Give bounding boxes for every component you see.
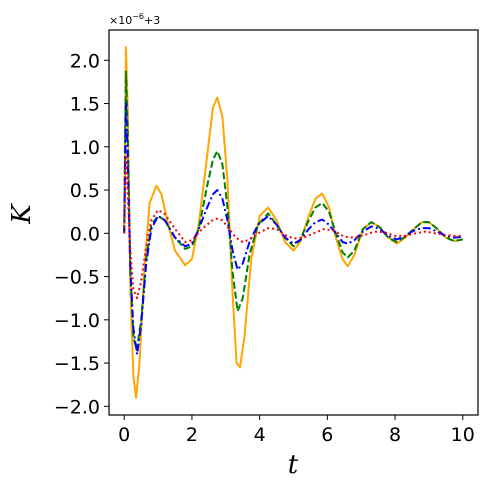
series-line-4: [123, 154, 463, 300]
y-tick-label: −2.0: [54, 396, 100, 418]
x-tick-label: 10: [451, 424, 475, 446]
offset-add: +3: [144, 14, 160, 27]
y-tick-label: 1.0: [70, 137, 100, 159]
x-tick-label: 2: [186, 424, 198, 446]
offset-exponent: −6: [132, 12, 144, 21]
x-axis-label: t: [288, 450, 299, 480]
plot-frame: [108, 29, 479, 416]
y-axis-label: K: [7, 203, 37, 225]
y-offset-label: ×10−6+3: [109, 12, 160, 27]
series-line-1: [123, 46, 463, 399]
y-tick-label: −1.0: [54, 310, 100, 332]
series-layer: [123, 46, 463, 399]
series-line-2: [123, 70, 463, 352]
y-tick-label: 0.0: [70, 223, 100, 245]
offset-base: ×10: [109, 14, 132, 27]
series-line-3: [123, 102, 463, 356]
y-tick-label: 2.0: [70, 50, 100, 72]
y-tick-label: 0.5: [70, 180, 100, 202]
y-tick-label: 1.5: [70, 94, 100, 116]
y-tick-label: −0.5: [54, 267, 100, 289]
x-tick-label: 8: [389, 424, 401, 446]
x-tick-label: 6: [321, 424, 333, 446]
x-tick-label: 0: [118, 424, 130, 446]
x-tick-label: 4: [254, 424, 266, 446]
y-tick-label: −1.5: [54, 353, 100, 375]
ticks-layer: 0 2 4 6 8 10 −2.0 −1.5 −1.0 −0.5 0.0 0.5 1.0 1.5 2.0: [54, 50, 475, 446]
